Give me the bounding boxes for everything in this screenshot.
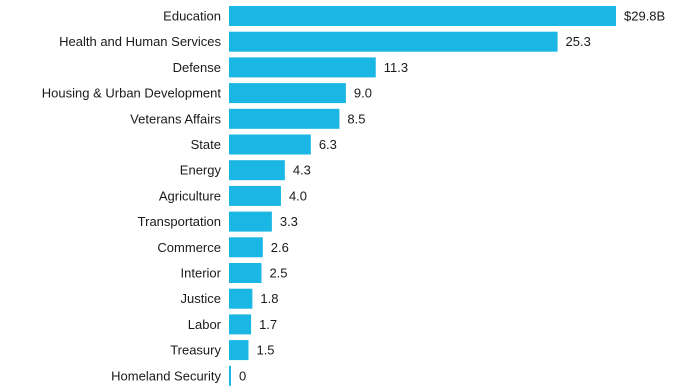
value-label: 11.3 [384,60,408,75]
bar [229,83,346,104]
category-label: Treasury [170,343,221,358]
category-label: Education [163,9,221,24]
category-label: Interior [181,266,222,281]
value-label: 8.5 [347,111,365,126]
value-label: 2.5 [269,266,287,281]
bar [229,134,311,155]
value-label: 4.3 [293,163,311,178]
value-label: 1.5 [256,343,274,358]
category-label: Commerce [157,240,221,255]
value-label: 25.3 [566,34,591,49]
value-label: 4.0 [289,188,307,203]
value-label: 1.7 [259,317,277,332]
bar [229,160,285,181]
value-labels: $29.8B 25.3 11.3 9.0 8.5 6.3 4.3 4.0 3.3 2.6 2.5 1.… [239,9,665,384]
value-label: 2.6 [271,240,289,255]
value-label: 1.8 [260,291,278,306]
category-label: Energy [180,163,222,178]
bar [229,288,253,309]
bar [229,365,231,386]
bar [229,263,262,283]
bar [229,314,252,335]
category-label: Justice [181,291,221,306]
bar [229,211,272,232]
bar [229,340,249,361]
bars [229,6,616,386]
value-label: 6.3 [319,137,337,152]
category-labels: Education Health and Human Services Defens… [42,9,222,384]
bar [229,6,616,26]
category-label: Defense [173,60,221,75]
bar [229,57,376,78]
category-label: Transportation [138,214,221,229]
value-label: 9.0 [354,86,372,101]
bar [229,31,558,52]
category-label: State [191,137,221,152]
category-label: Health and Human Services [59,34,221,49]
bar [229,108,340,129]
value-label: 3.3 [280,214,298,229]
category-label: Labor [188,317,222,332]
value-label: $29.8B [624,9,665,24]
category-label: Homeland Security [111,368,221,383]
bar [229,237,263,258]
value-label: 0 [239,368,246,383]
category-label: Veterans Affairs [130,111,221,126]
category-label: Agriculture [159,188,221,203]
category-label: Housing & Urban Development [42,86,222,101]
bar [229,185,281,206]
